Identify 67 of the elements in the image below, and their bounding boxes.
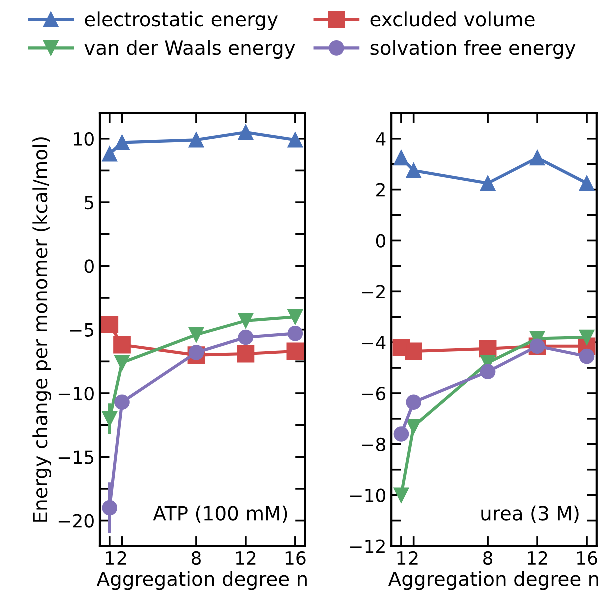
x-axis-title: Aggregation degree n	[388, 571, 598, 590]
y-tick-label: −20	[58, 514, 94, 528]
point	[480, 364, 496, 380]
point	[579, 176, 595, 192]
y-tick-label: 4	[376, 132, 386, 146]
x-tick-label: 16	[286, 551, 306, 566]
point	[579, 330, 595, 346]
y-tick-label: 10	[74, 132, 94, 146]
annotation: urea (3 M)	[482, 506, 579, 524]
y-tick-label: 2	[376, 183, 385, 197]
y-tick-label: −15	[58, 450, 94, 464]
point	[406, 394, 422, 410]
y-tick-label: 0	[84, 260, 94, 274]
y-tick-label: −10	[350, 488, 386, 502]
point	[102, 411, 118, 427]
x-tick-label: 2	[118, 551, 126, 565]
annotation: ATP (100 mM)	[153, 506, 288, 524]
point	[288, 309, 304, 325]
point	[530, 150, 546, 166]
point	[188, 327, 204, 343]
y-tick-label: −4	[362, 336, 386, 350]
x-tick-label: 8	[484, 551, 493, 566]
x-tick-label: 12	[236, 551, 256, 565]
y-tick-label: −2	[362, 285, 385, 299]
legend-label: van der Waals energy	[84, 40, 296, 60]
point	[114, 336, 131, 354]
point	[238, 313, 254, 329]
point	[114, 355, 130, 371]
point	[188, 132, 204, 148]
x-tick-label: 12	[528, 551, 548, 565]
y-tick-label: 5	[85, 196, 94, 210]
point	[238, 330, 254, 346]
legend-label: electrostatic energy	[85, 12, 278, 30]
x-tick-label: 1	[398, 552, 406, 565]
point	[102, 500, 118, 516]
point	[406, 163, 422, 178]
x-tick-label: 1	[106, 552, 114, 565]
point	[188, 345, 204, 360]
point	[114, 394, 130, 410]
x-axis-title: Aggregation degree n	[96, 571, 307, 590]
point	[406, 418, 422, 434]
point	[394, 488, 410, 503]
x-tick-label: 8	[192, 551, 201, 566]
point	[288, 326, 304, 342]
point	[114, 135, 130, 150]
y-tick-label: −5	[70, 324, 94, 337]
x-tick-label: 16	[578, 551, 598, 566]
point	[394, 426, 410, 442]
x-tick-label: 2	[409, 551, 418, 565]
point	[288, 132, 304, 148]
legend-label: excluded volume	[370, 12, 535, 27]
point	[237, 345, 255, 363]
y-axis-title: Energy change per monomer (kcal/mol)	[32, 138, 52, 522]
legend-label: solvation free energy	[370, 40, 576, 60]
point	[238, 124, 254, 140]
point	[286, 342, 304, 360]
point	[405, 342, 423, 360]
y-tick-label: 0	[376, 234, 386, 248]
point	[579, 348, 595, 364]
point	[480, 176, 496, 192]
y-tick-label: −12	[350, 540, 385, 554]
point	[102, 146, 118, 162]
y-tick-label: −10	[58, 386, 94, 401]
y-tick-label: −8	[362, 438, 386, 452]
y-tick-label: −6	[362, 386, 386, 401]
point	[101, 316, 119, 334]
point	[394, 150, 410, 166]
